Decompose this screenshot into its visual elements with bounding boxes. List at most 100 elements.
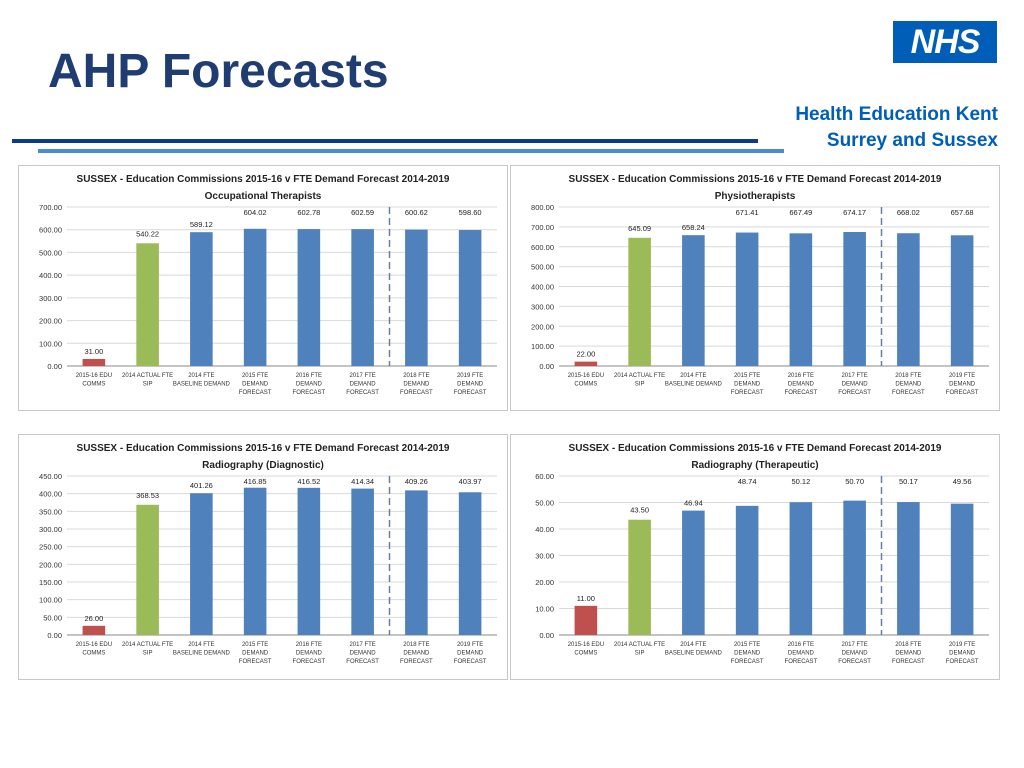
bar-5 — [789, 233, 813, 366]
data-label: 600.62 — [405, 208, 428, 217]
y-tick-label: 600.00 — [531, 243, 554, 252]
bar-4 — [735, 232, 759, 366]
bar-1 — [574, 605, 598, 635]
x-tick-label: 2015 FTE — [242, 642, 268, 648]
y-tick-label: 300.00 — [39, 294, 62, 303]
bar-7 — [897, 502, 920, 635]
org-line-2: Surrey and Sussex — [826, 130, 998, 151]
bar-8 — [950, 235, 974, 366]
x-tick-label: COMMS — [574, 651, 597, 657]
y-tick-label: 600.00 — [39, 226, 62, 235]
x-tick-label: FORECAST — [785, 390, 818, 396]
x-tick-label: FORECAST — [293, 659, 326, 665]
x-tick-label: DEMAND — [788, 651, 815, 657]
y-tick-label: 0.00 — [47, 631, 62, 640]
y-tick-label: 50.00 — [43, 613, 62, 622]
y-tick-label: 350.00 — [39, 507, 62, 516]
chart-svg: SUSSEX - Education Commissions 2015-16 v… — [39, 443, 497, 665]
x-tick-label: BASELINE DEMAND — [173, 651, 231, 657]
chart-physiotherapists: SUSSEX - Education Commissions 2015-16 v… — [510, 165, 1000, 411]
x-tick-label: DEMAND — [734, 651, 761, 657]
x-tick-label: 2014 ACTUAL FTE — [122, 373, 173, 379]
data-label: 540.22 — [136, 229, 159, 238]
y-tick-label: 200.00 — [39, 317, 62, 326]
data-label: 658.24 — [682, 223, 705, 232]
data-label: 645.09 — [628, 224, 651, 233]
bar-4 — [243, 487, 267, 635]
x-tick-label: DEMAND — [403, 651, 430, 657]
x-tick-label: FORECAST — [838, 390, 871, 396]
x-tick-label: COMMS — [574, 382, 597, 388]
x-tick-label: BASELINE DEMAND — [173, 382, 231, 388]
chart-subtitle: Radiography (Therapeutic) — [691, 460, 818, 471]
x-tick-label: DEMAND — [842, 651, 869, 657]
x-tick-label: 2018 FTE — [895, 373, 921, 379]
x-tick-label: DEMAND — [296, 651, 323, 657]
x-tick-label: DEMAND — [457, 651, 484, 657]
x-tick-label: SIP — [635, 382, 645, 388]
y-tick-label: 60.00 — [535, 472, 554, 481]
x-tick-label: FORECAST — [892, 390, 925, 396]
bar-8 — [458, 492, 482, 635]
bar-2 — [136, 504, 159, 635]
data-label: 48.74 — [738, 477, 757, 486]
data-label: 598.60 — [459, 208, 482, 217]
data-label: 31.00 — [84, 347, 103, 356]
x-tick-label: 2014 ACTUAL FTE — [614, 642, 665, 648]
x-tick-label: DEMAND — [895, 382, 922, 388]
chart-title: SUSSEX - Education Commissions 2015-16 v… — [569, 174, 942, 185]
data-label: 657.68 — [951, 208, 974, 217]
bar-1 — [82, 625, 106, 635]
data-label: 414.34 — [351, 477, 374, 486]
chart-subtitle: Occupational Therapists — [205, 191, 322, 202]
y-tick-label: 100.00 — [531, 342, 554, 351]
x-tick-label: 2015-16 EDU — [76, 642, 112, 648]
x-tick-label: 2015-16 EDU — [568, 642, 604, 648]
x-tick-label: DEMAND — [242, 651, 269, 657]
data-label: 46.94 — [684, 499, 703, 508]
x-tick-label: 2016 FTE — [296, 373, 322, 379]
x-tick-label: SIP — [635, 651, 645, 657]
org-line-1: Health Education Kent — [795, 104, 998, 125]
x-tick-label: 2014 FTE — [188, 642, 214, 648]
bar-6 — [843, 500, 866, 635]
chart-svg: SUSSEX - Education Commissions 2015-16 v… — [535, 443, 989, 665]
data-label: 403.97 — [459, 477, 482, 486]
x-tick-label: 2019 FTE — [457, 642, 483, 648]
y-tick-label: 450.00 — [39, 472, 62, 481]
x-tick-label: FORECAST — [293, 390, 326, 396]
x-tick-label: BASELINE DEMAND — [665, 651, 723, 657]
x-tick-label: DEMAND — [296, 382, 323, 388]
bar-6 — [351, 229, 374, 366]
bar-2 — [628, 237, 651, 366]
y-tick-label: 300.00 — [531, 302, 554, 311]
x-tick-label: 2017 FTE — [349, 642, 375, 648]
bar-8 — [458, 230, 482, 366]
x-tick-label: FORECAST — [346, 390, 379, 396]
x-tick-label: DEMAND — [350, 382, 377, 388]
data-label: 50.12 — [791, 477, 810, 486]
data-label: 368.53 — [136, 491, 159, 500]
x-tick-label: 2014 FTE — [680, 373, 706, 379]
data-label: 416.85 — [244, 477, 267, 486]
data-label: 22.00 — [576, 350, 595, 359]
data-label: 604.02 — [244, 208, 267, 217]
bar-6 — [351, 488, 374, 635]
x-tick-label: DEMAND — [895, 651, 922, 657]
y-tick-label: 0.00 — [539, 631, 554, 640]
chart-radiography-diagnostic: SUSSEX - Education Commissions 2015-16 v… — [18, 434, 508, 680]
x-tick-label: FORECAST — [239, 659, 272, 665]
x-tick-label: 2015-16 EDU — [568, 373, 604, 379]
x-tick-label: FORECAST — [454, 390, 487, 396]
x-tick-label: FORECAST — [400, 659, 433, 665]
y-tick-label: 0.00 — [539, 362, 554, 371]
x-tick-label: 2017 FTE — [841, 373, 867, 379]
x-tick-label: COMMS — [82, 382, 105, 388]
bar-3 — [190, 493, 213, 635]
bar-3 — [682, 235, 705, 366]
data-label: 589.12 — [190, 220, 213, 229]
x-tick-label: FORECAST — [731, 390, 764, 396]
x-tick-label: FORECAST — [946, 659, 979, 665]
chart-occupational-therapists: SUSSEX - Education Commissions 2015-16 v… — [18, 165, 508, 411]
y-tick-label: 250.00 — [39, 543, 62, 552]
